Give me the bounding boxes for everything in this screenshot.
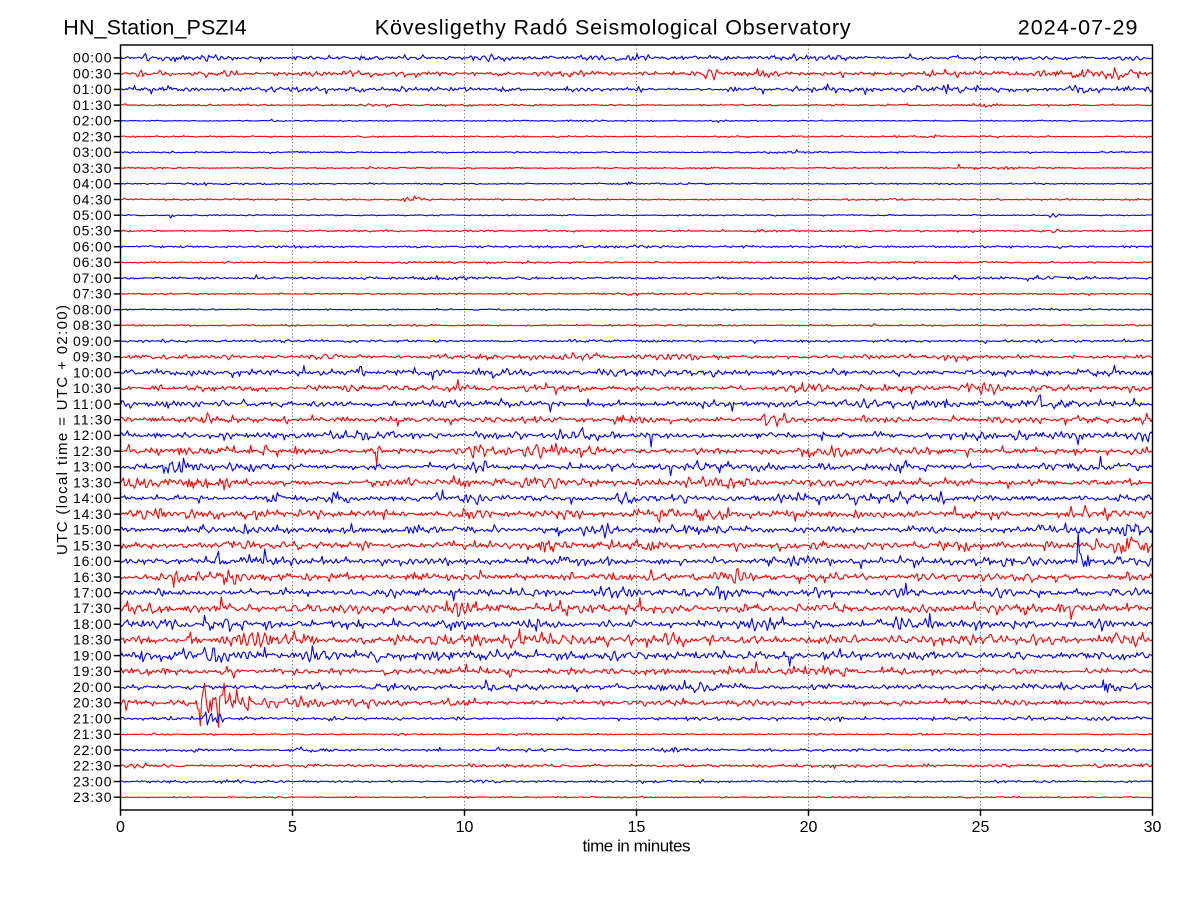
svg-text:18:00: 18:00 [73, 616, 112, 632]
svg-text:14:30: 14:30 [73, 506, 112, 522]
svg-text:09:30: 09:30 [73, 349, 112, 365]
svg-text:19:30: 19:30 [73, 663, 112, 679]
svg-text:04:30: 04:30 [73, 191, 112, 207]
svg-text:14:00: 14:00 [73, 490, 112, 506]
svg-text:19:00: 19:00 [73, 647, 112, 663]
svg-text:20:00: 20:00 [73, 679, 112, 695]
svg-text:20: 20 [800, 819, 818, 836]
svg-text:23:00: 23:00 [73, 773, 112, 789]
svg-text:25: 25 [972, 819, 990, 836]
svg-text:01:30: 01:30 [73, 97, 112, 113]
svg-text:time in minutes: time in minutes [583, 836, 691, 855]
svg-text:16:30: 16:30 [73, 569, 112, 585]
svg-text:16:00: 16:00 [73, 553, 112, 569]
svg-text:22:30: 22:30 [73, 758, 112, 774]
svg-text:20:30: 20:30 [73, 695, 112, 711]
svg-text:UTC (local time = UTC + 02:00): UTC (local time = UTC + 02:00) [54, 305, 71, 555]
svg-text:15:30: 15:30 [73, 537, 112, 553]
svg-text:15:00: 15:00 [73, 522, 112, 538]
svg-text:03:00: 03:00 [73, 144, 112, 160]
svg-text:02:30: 02:30 [73, 128, 112, 144]
svg-text:04:00: 04:00 [73, 176, 112, 192]
svg-text:00:00: 00:00 [73, 50, 112, 66]
svg-text:0: 0 [116, 819, 125, 836]
svg-text:06:00: 06:00 [73, 239, 112, 255]
svg-text:12:30: 12:30 [73, 443, 112, 459]
svg-text:10:00: 10:00 [73, 364, 112, 380]
svg-text:Kövesligethy Radó Seismologica: Kövesligethy Radó Seismological Observat… [375, 16, 851, 40]
svg-text:5: 5 [288, 819, 297, 836]
svg-text:11:00: 11:00 [73, 396, 112, 412]
svg-text:23:30: 23:30 [73, 789, 112, 805]
svg-text:22:00: 22:00 [73, 742, 112, 758]
svg-text:00:30: 00:30 [73, 65, 112, 81]
svg-text:09:00: 09:00 [73, 333, 112, 349]
svg-text:10:30: 10:30 [73, 380, 112, 396]
svg-text:2024-07-29: 2024-07-29 [1018, 16, 1138, 40]
svg-text:15: 15 [628, 819, 646, 836]
svg-text:02:00: 02:00 [73, 113, 112, 129]
svg-text:08:30: 08:30 [73, 317, 112, 333]
svg-text:HN_Station_PSZI4: HN_Station_PSZI4 [63, 16, 246, 40]
svg-text:07:00: 07:00 [73, 270, 112, 286]
svg-text:05:00: 05:00 [73, 207, 112, 223]
svg-text:30: 30 [1144, 819, 1162, 836]
svg-text:01:00: 01:00 [73, 81, 112, 97]
svg-text:11:30: 11:30 [73, 412, 112, 428]
svg-text:07:30: 07:30 [73, 286, 112, 302]
svg-text:21:00: 21:00 [73, 710, 112, 726]
svg-text:10: 10 [456, 819, 474, 836]
svg-text:12:00: 12:00 [73, 427, 112, 443]
svg-text:08:00: 08:00 [73, 301, 112, 317]
svg-text:05:30: 05:30 [73, 223, 112, 239]
svg-text:18:30: 18:30 [73, 632, 112, 648]
svg-text:17:30: 17:30 [73, 600, 112, 616]
svg-text:03:30: 03:30 [73, 160, 112, 176]
svg-text:21:30: 21:30 [73, 726, 112, 742]
svg-text:13:00: 13:00 [73, 459, 112, 475]
svg-text:06:30: 06:30 [73, 254, 112, 270]
svg-text:17:00: 17:00 [73, 585, 112, 601]
svg-text:13:30: 13:30 [73, 474, 112, 490]
